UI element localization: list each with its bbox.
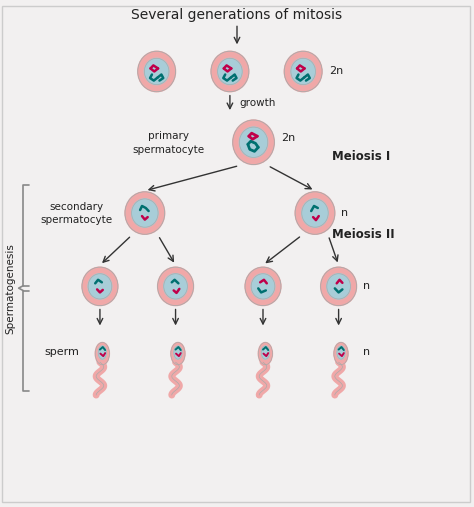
Text: Meiosis II: Meiosis II xyxy=(331,228,394,241)
Circle shape xyxy=(125,192,164,234)
Circle shape xyxy=(88,274,112,299)
Circle shape xyxy=(284,51,322,92)
Circle shape xyxy=(157,267,193,306)
Circle shape xyxy=(251,274,275,299)
Circle shape xyxy=(211,51,249,92)
Circle shape xyxy=(233,120,274,164)
Ellipse shape xyxy=(334,343,348,365)
Circle shape xyxy=(320,267,356,306)
Text: sperm: sperm xyxy=(45,347,80,357)
Ellipse shape xyxy=(171,343,185,365)
Text: n: n xyxy=(363,281,370,292)
Text: spermatocyte: spermatocyte xyxy=(132,145,205,155)
Circle shape xyxy=(327,274,350,299)
Circle shape xyxy=(239,127,268,158)
Text: secondary: secondary xyxy=(49,202,103,212)
Text: Meiosis I: Meiosis I xyxy=(331,150,390,163)
Circle shape xyxy=(291,58,316,85)
Text: Several generations of mitosis: Several generations of mitosis xyxy=(131,8,343,22)
Circle shape xyxy=(164,274,187,299)
Ellipse shape xyxy=(261,346,269,359)
Text: n: n xyxy=(341,208,348,218)
Ellipse shape xyxy=(337,346,345,359)
Circle shape xyxy=(82,267,118,306)
Ellipse shape xyxy=(98,346,106,359)
Circle shape xyxy=(138,51,175,92)
Circle shape xyxy=(218,58,242,85)
Text: spermatocyte: spermatocyte xyxy=(40,215,112,225)
Circle shape xyxy=(295,192,335,234)
Text: Spermatogenesis: Spermatogenesis xyxy=(5,243,15,334)
Text: primary: primary xyxy=(148,131,189,141)
Text: growth: growth xyxy=(239,98,276,108)
Ellipse shape xyxy=(95,343,109,365)
Text: 2n: 2n xyxy=(329,66,343,77)
Text: n: n xyxy=(363,347,370,357)
Circle shape xyxy=(132,199,158,227)
Circle shape xyxy=(245,267,281,306)
Circle shape xyxy=(302,199,328,227)
Ellipse shape xyxy=(258,343,273,365)
Text: 2n: 2n xyxy=(281,133,295,143)
Ellipse shape xyxy=(174,346,182,359)
Circle shape xyxy=(145,58,169,85)
